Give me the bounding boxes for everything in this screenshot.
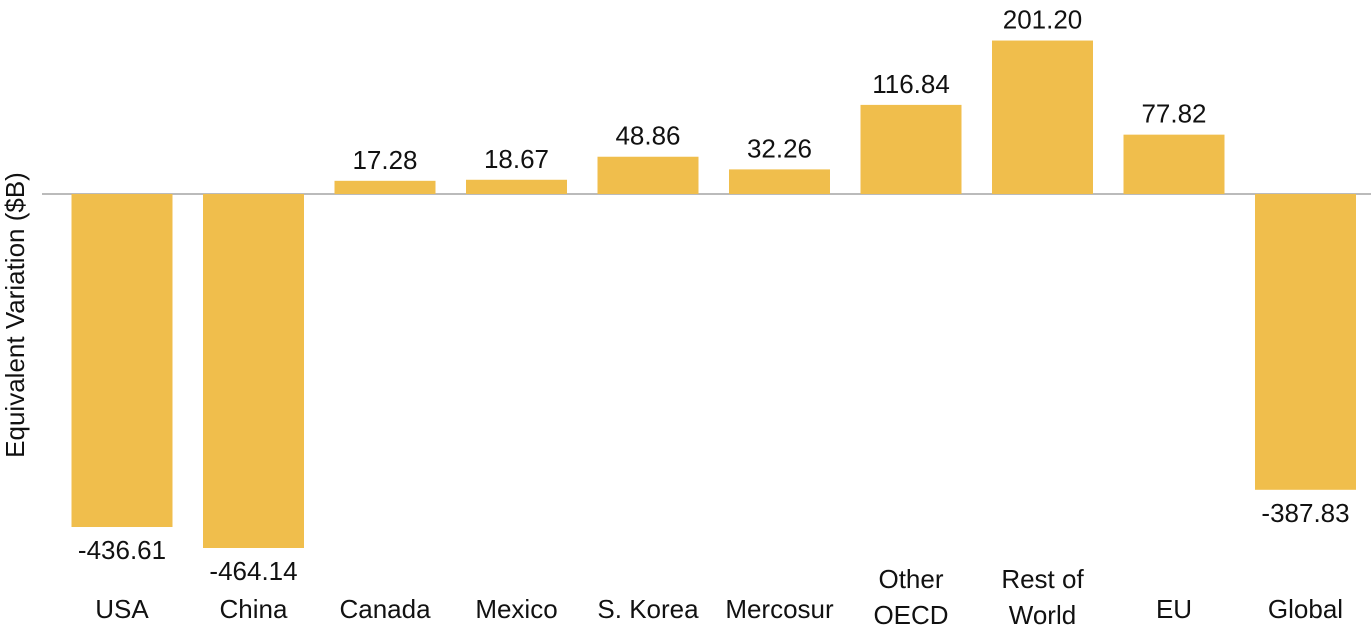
category-label: Rest of World: [1001, 564, 1084, 630]
value-label: 201.20: [1003, 5, 1083, 35]
value-label: 18.67: [484, 144, 549, 174]
value-label: 116.84: [872, 69, 950, 99]
category-label: S. Korea: [597, 594, 699, 624]
value-label: 32.26: [747, 133, 812, 163]
category-labels-layer: USA China Canada Mexico S. Korea Mercosur Othe…: [95, 564, 1343, 630]
category-label: Global: [1268, 594, 1343, 624]
value-label: 17.28: [352, 145, 417, 175]
category-label: Other OECD: [873, 564, 948, 630]
bar-china: [203, 194, 304, 548]
category-label: China: [220, 594, 288, 624]
bar-rest-of-world: [992, 40, 1093, 194]
bar-global: [1255, 194, 1356, 490]
bar-eu: [1123, 134, 1225, 194]
bar-s-korea: [597, 156, 699, 194]
value-label: -464.14: [209, 556, 297, 586]
category-label: USA: [95, 594, 149, 624]
bar-usa: [71, 194, 173, 528]
bar-other-oecd: [860, 104, 962, 194]
category-label: Mercosur: [725, 594, 834, 624]
category-label: Canada: [339, 594, 431, 624]
category-label: EU: [1156, 594, 1192, 624]
bar-mexico: [466, 179, 567, 194]
value-label: -387.83: [1261, 498, 1349, 528]
bars-layer: [71, 40, 1356, 548]
y-axis-title: Equivalent Variation ($B): [0, 172, 30, 458]
value-label: -436.61: [78, 535, 166, 565]
bar-canada: [334, 180, 436, 194]
category-label: Mexico: [475, 594, 557, 624]
bar-mercosur: [729, 169, 830, 194]
value-labels-layer: -436.61 -464.14 17.28 18.67 48.86 32.26 116.84…: [78, 5, 1350, 586]
value-label: 77.82: [1141, 99, 1206, 129]
value-label: 48.86: [615, 121, 680, 151]
